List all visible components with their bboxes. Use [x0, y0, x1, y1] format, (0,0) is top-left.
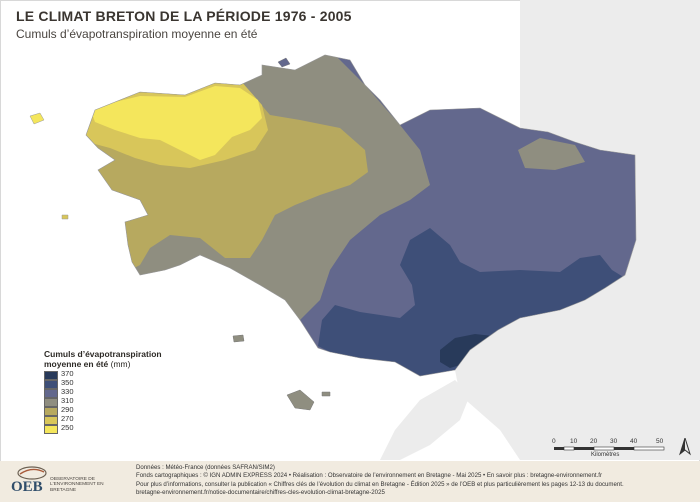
bretagne-outline	[85, 54, 637, 377]
island-belle-ile	[286, 389, 315, 411]
footer	[0, 461, 700, 502]
scale-bar-graphic	[554, 446, 665, 451]
legend-value-310: 310	[61, 396, 74, 405]
legend-swatch-370	[44, 371, 58, 380]
island-sein	[61, 214, 69, 220]
legend-value-290: 290	[61, 405, 74, 414]
map-title: LE CLIMAT BRETON DE LA PÉRIODE 1976 - 20…	[16, 8, 352, 24]
zone-250	[90, 86, 262, 160]
legend-swatch-250	[44, 425, 58, 434]
scale-label-30: 30	[610, 438, 618, 445]
scale-label-50: 50	[656, 438, 664, 445]
credits-line-4[interactable]: bretagne-environnement.fr/notice-documen…	[136, 489, 385, 497]
scale-label-0: 0	[552, 438, 556, 445]
scale-bar: 0 10 20 30 40 50 Kilomètres	[551, 434, 671, 458]
legend-value-330: 330	[61, 387, 74, 396]
legend-swatch-310	[44, 398, 58, 407]
oeb-logo-icon	[17, 466, 47, 480]
legend-value-370: 370	[61, 369, 74, 378]
legend-title-text: Cumuls d’évapotranspiration moyenne en é…	[44, 349, 162, 369]
legend-unit: (mm)	[110, 359, 131, 369]
zone-370	[440, 334, 493, 368]
island-ouessant	[29, 112, 45, 125]
legend-value-350: 350	[61, 378, 74, 387]
legend-swatch-330	[44, 389, 58, 398]
logo-subtitle: OBSERVATOIRE DE L'ENVIRONNEMENT EN BRETA…	[50, 477, 104, 493]
zone-310-north	[518, 138, 585, 170]
legend-swatch-350	[44, 380, 58, 389]
legend-title: Cumuls d’évapotranspiration moyenne en é…	[44, 349, 194, 369]
credits-line-2: Fonds cartographiques : © IGN ADMIN EXPR…	[136, 472, 603, 480]
island-houat	[321, 391, 331, 397]
legend: Cumuls d’évapotranspiration moyenne en é…	[44, 349, 194, 435]
scale-unit: Kilomètres	[591, 452, 620, 458]
legend-value-250: 250	[61, 423, 74, 432]
scale-label-10: 10	[570, 438, 578, 445]
scale-label-40: 40	[630, 438, 638, 445]
zone-350	[318, 228, 625, 376]
credits: Données : Météo-France (données SAFRAN/S…	[136, 464, 696, 498]
credits-line-1: Données : Météo-France (données SAFRAN/S…	[136, 464, 275, 471]
credits-line-3: Pour plus d’informations, consulter la p…	[136, 480, 624, 488]
legend-value-270: 270	[61, 414, 74, 423]
logo-text: OEB	[11, 479, 43, 495]
legend-swatch-270	[44, 416, 58, 425]
island-brehat	[277, 57, 291, 68]
neighbor-land-south	[380, 380, 470, 460]
scale-label-20: 20	[590, 438, 598, 445]
island-groix	[232, 334, 245, 343]
legend-swatch-290	[44, 407, 58, 416]
neighbor-land-east	[455, 0, 700, 460]
map-subtitle: Cumuls d’évapotranspiration moyenne en é…	[16, 27, 258, 41]
north-arrow-icon	[679, 438, 691, 456]
